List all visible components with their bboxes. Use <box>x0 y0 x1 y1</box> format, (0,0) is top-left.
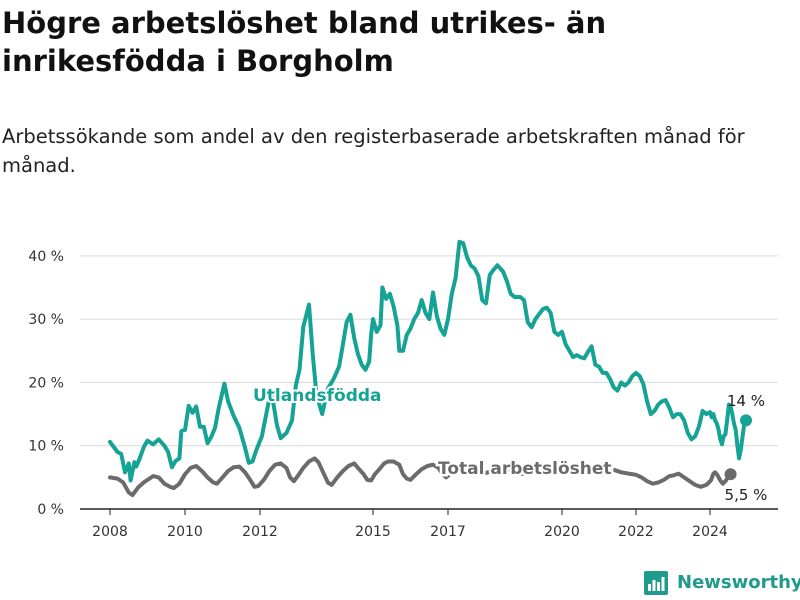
y-tick-label: 40 % <box>28 249 64 265</box>
x-tick-label: 2012 <box>242 524 278 540</box>
end-value-label-total: 5,5 % <box>725 486 768 504</box>
x-tick-label: 2008 <box>92 524 128 540</box>
y-tick-label: 30 % <box>28 312 64 328</box>
page-title: Högre arbetslöshet bland utrikes- än inr… <box>2 6 607 78</box>
x-tick-label: 2015 <box>355 524 391 540</box>
series-line-1 <box>108 456 733 498</box>
grid-lines: 0 % 10 % 20 % 30 % 40 % <box>28 249 778 518</box>
x-tick-label: 2020 <box>544 524 580 540</box>
y-tick-label: 0 % <box>37 502 64 518</box>
series-line-0 <box>108 239 748 483</box>
series-end-point-1 <box>724 468 737 481</box>
page-subtitle: Arbetssökande som andel av den registerb… <box>2 125 745 177</box>
x-axis: 2008 2010 2012 2015 2017 2020 2022 2024 <box>92 509 728 540</box>
brand-name: Newsworthy <box>677 572 800 593</box>
end-value-label-utlandsfodda: 14 % <box>727 392 765 410</box>
y-tick-label: 10 % <box>28 439 64 455</box>
series-layer <box>108 239 752 498</box>
series-label-utlandsfodda: Utlandsfödda <box>253 386 382 406</box>
x-tick-label: 2024 <box>692 524 728 540</box>
line-chart: 0 % 10 % 20 % 30 % 40 % 2008 2010 2012 2015 2017… <box>28 239 778 540</box>
y-tick-label: 20 % <box>28 375 64 391</box>
bar-chart-icon <box>644 571 668 595</box>
series-end-point-0 <box>740 414 752 427</box>
series-labels: Utlandsfödda Total arbetslöshet 14 % 5,5 % <box>251 384 769 506</box>
x-tick-label: 2022 <box>618 524 654 540</box>
newsworthy-logo: Newsworthy <box>644 570 800 598</box>
x-tick-label: 2010 <box>167 524 203 540</box>
x-tick-label: 2017 <box>430 524 466 540</box>
series-label-total: Total arbetslöshet <box>438 459 612 479</box>
